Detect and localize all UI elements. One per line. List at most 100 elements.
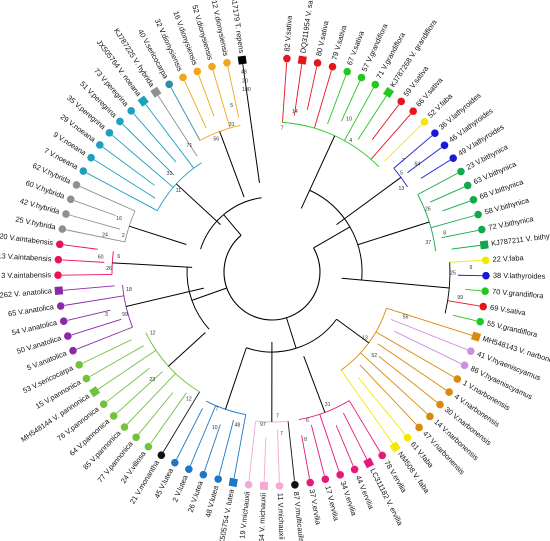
clade-stem (129, 225, 187, 245)
clade-stem (168, 332, 206, 367)
sample-leaf-dot (193, 67, 202, 76)
sample-leaf-dot (477, 225, 486, 234)
bootstrap-value: 6 (117, 254, 120, 260)
sample-leaf-dot (436, 400, 444, 409)
leaf-label: 70 V.grandiflora (492, 287, 545, 301)
leaf-label: 80 V.sativa (314, 19, 331, 57)
terminal-branch (465, 288, 482, 292)
sample-leaf-dot (313, 59, 322, 67)
sample-leaf-dot (291, 480, 299, 489)
bootstrap-value: 100 (242, 87, 251, 93)
sample-leaf-dot (440, 141, 449, 150)
terminal-branch (335, 424, 354, 466)
backbone-arc (246, 318, 337, 353)
terminal-branch (287, 421, 295, 481)
terminal-branch (377, 343, 447, 391)
terminal-branch (390, 318, 468, 351)
bootstrap-value: 6 (306, 418, 309, 424)
leaf-label: 87 V.multicaulis (292, 491, 306, 541)
sample-leaf-dot (105, 129, 114, 137)
terminal-branch (348, 400, 381, 453)
terminal-branch (163, 391, 200, 452)
leaf-label: 48 V.lutea (203, 484, 220, 519)
sample-leaf-dot (75, 361, 83, 369)
leaf-label: 69 V.sativa (489, 303, 527, 318)
terminal-branch (313, 70, 332, 129)
leaf-label: 79 V.sativa (330, 23, 349, 61)
terminal-branch (430, 186, 465, 203)
sample-leaf-dot (378, 451, 387, 460)
reference-leaf-square (389, 441, 401, 453)
bootstrap-value: 13 (362, 336, 368, 342)
reference-leaf-square (54, 286, 64, 295)
sample-leaf-dot (87, 153, 95, 162)
leaf-label: 25 V.hybrida (15, 215, 58, 232)
reference-leaf-square (470, 331, 482, 342)
sample-leaf-dot (481, 256, 490, 265)
leaf-label: 20 V.aintabensis (0, 231, 54, 247)
terminal-branch (150, 392, 187, 444)
terminal-branch (447, 300, 480, 307)
sample-leaf-dot (415, 423, 423, 432)
leaf-label: 3 V.aintabensis (1, 270, 51, 280)
bootstrap-value: 97 (260, 422, 266, 428)
sample-leaf-dot (449, 154, 457, 162)
leaf-label: 65 V.anatolica (7, 302, 55, 318)
sample-leaf-dot (208, 62, 216, 71)
terminal-branch (359, 364, 417, 425)
clade-stem (300, 135, 336, 209)
leaf-label: KJ787262 V. anatolica (0, 286, 53, 301)
terminal-branch (301, 435, 310, 479)
sample-leaf-dot (328, 62, 337, 71)
terminal-branch (204, 424, 221, 472)
clade-stem (225, 347, 247, 410)
terminal-branch (233, 414, 247, 479)
sample-leaf-dot (426, 412, 434, 421)
clade-stem (357, 221, 430, 246)
bootstrap-value: 52 (371, 353, 377, 359)
bootstrap-value: 10 (346, 117, 352, 123)
terminal-branch (138, 392, 174, 435)
root-arc (223, 234, 321, 321)
terminal-branch (176, 408, 203, 460)
sample-leaf-dot (96, 141, 104, 149)
terminal-branch (112, 135, 174, 188)
terminal-branch (184, 80, 207, 129)
terminal-branch (407, 147, 442, 173)
terminal-branch (76, 326, 133, 350)
leaf-label: 13 V.aintabensis (0, 251, 52, 263)
terminal-branch (370, 113, 411, 160)
reference-leaf-square (89, 386, 101, 398)
terminal-branch (116, 371, 163, 414)
sample-leaf-dot (283, 54, 291, 63)
clade-stem (341, 277, 450, 289)
terminal-branch (327, 75, 347, 125)
terminal-branch (394, 330, 462, 364)
terminal-branch (170, 87, 201, 141)
terminal-branch (89, 345, 144, 377)
sample-leaf-dot (59, 317, 68, 325)
sample-leaf-dot (120, 423, 129, 431)
terminal-branch (106, 367, 150, 403)
leaf-label: JX505754 V. lutea (216, 488, 236, 541)
terminal-branch (282, 62, 288, 123)
sample-leaf-dot (82, 374, 91, 383)
terminal-branch (248, 421, 257, 481)
sample-leaf-dot (171, 458, 179, 467)
terminal-branch (357, 95, 387, 140)
leaf-label: 2 V.lutea (170, 473, 190, 504)
bootstrap-value: 14 (292, 109, 298, 115)
bootstrap-value: 9 (470, 265, 473, 271)
sample-leaf-dot (72, 181, 81, 189)
clade-stem (112, 262, 193, 268)
terminal-branch (452, 314, 477, 322)
terminal-branch (386, 307, 473, 336)
terminal-branch (126, 373, 176, 425)
bootstrap-value: 56 (213, 137, 219, 143)
terminal-branch (263, 437, 267, 482)
sample-leaf-dot (306, 478, 315, 487)
sample-leaf-dot (479, 302, 487, 311)
bootstrap-value: 12 (150, 330, 156, 336)
terminal-branch (190, 405, 217, 466)
sample-leaf-dot (275, 482, 284, 490)
